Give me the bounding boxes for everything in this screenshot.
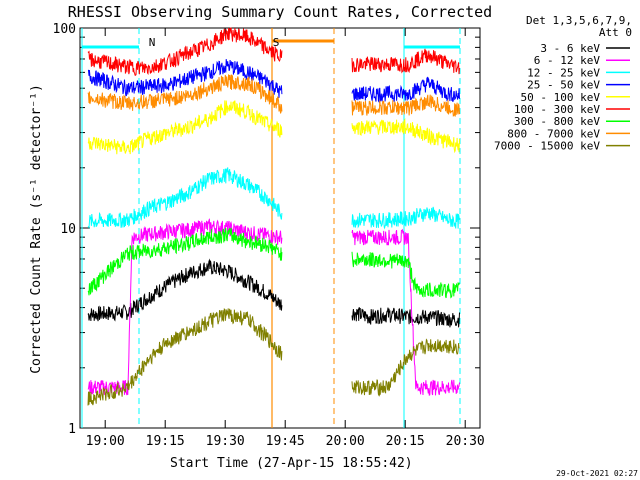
series-7 bbox=[87, 74, 460, 117]
series-line bbox=[87, 74, 460, 117]
footer-timestamp: 29-Oct-2021 02:27 bbox=[556, 469, 638, 478]
legend-label: 6 - 12 keV bbox=[534, 54, 601, 67]
series-line bbox=[87, 307, 460, 406]
series-line bbox=[87, 258, 460, 328]
legend-label: 7000 - 15000 keV bbox=[494, 140, 600, 153]
legend-label: 300 - 800 keV bbox=[514, 115, 600, 128]
plot-area: 19:00 19:15 19:30 19:45 20:00 20:15 20:30 1 10 10… bbox=[53, 22, 485, 449]
series-3 bbox=[87, 59, 460, 104]
x-tick-label: 19:30 bbox=[206, 434, 245, 449]
series-0 bbox=[87, 258, 460, 328]
x-tick-label: 19:15 bbox=[146, 434, 185, 449]
flag-label: N bbox=[149, 36, 156, 49]
legend-label: 800 - 7000 keV bbox=[507, 127, 600, 140]
x-tick-label: 19:00 bbox=[86, 434, 125, 449]
series-line bbox=[87, 100, 460, 155]
detector-list: Det 1,3,5,6,7,9, bbox=[526, 14, 632, 27]
x-tick-label: 20:15 bbox=[386, 434, 425, 449]
series-4 bbox=[87, 100, 460, 155]
flag-label: S bbox=[273, 36, 280, 49]
legend-label: 3 - 6 keV bbox=[540, 42, 600, 55]
y-tick-label: 1 bbox=[68, 422, 76, 437]
series-line bbox=[87, 227, 460, 299]
x-tick-label: 20:30 bbox=[446, 434, 485, 449]
chart-title: RHESSI Observing Summary Count Rates, Co… bbox=[68, 3, 492, 21]
x-tick-label: 20:00 bbox=[326, 434, 365, 449]
series-8 bbox=[87, 307, 460, 406]
legend-label: 100 - 300 keV bbox=[514, 103, 600, 116]
series-5 bbox=[87, 27, 460, 76]
x-axis-label: Start Time (27-Apr-15 18:55:42) bbox=[170, 456, 413, 471]
series-line bbox=[87, 59, 460, 104]
attenuator-state: Att 0 bbox=[599, 26, 632, 39]
series-2 bbox=[87, 167, 460, 230]
y-tick-label: 10 bbox=[60, 222, 76, 237]
series-line bbox=[87, 167, 460, 230]
legend-label: 50 - 100 keV bbox=[521, 91, 601, 104]
series-line bbox=[87, 27, 460, 76]
y-axis-label: Corrected Count Rate (s⁻¹ detector⁻¹) bbox=[29, 84, 44, 374]
x-tick-label: 19:45 bbox=[266, 434, 305, 449]
legend-label: 25 - 50 keV bbox=[527, 79, 600, 92]
legend-label: 12 - 25 keV bbox=[527, 66, 600, 79]
series-6 bbox=[87, 227, 460, 299]
y-tick-label: 100 bbox=[53, 22, 76, 37]
